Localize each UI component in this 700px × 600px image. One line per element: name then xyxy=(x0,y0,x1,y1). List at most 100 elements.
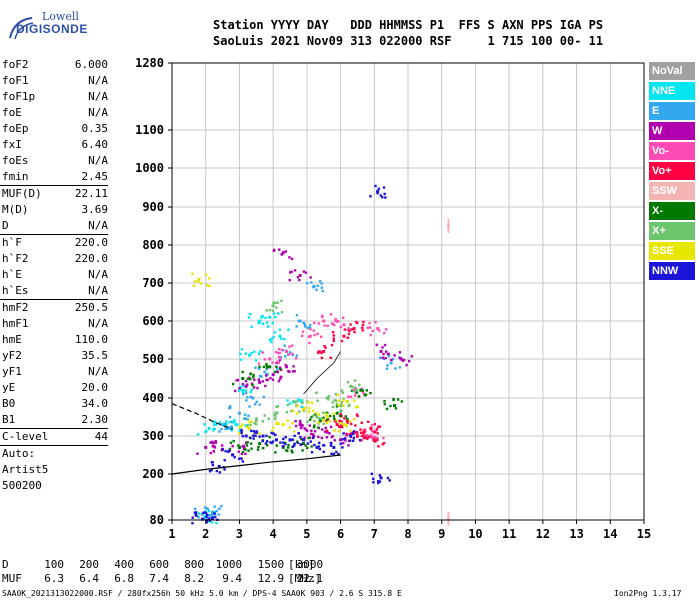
echo-point xyxy=(347,327,350,330)
echo-point xyxy=(324,346,327,349)
echo-point xyxy=(383,399,386,403)
echo-point xyxy=(298,273,302,277)
param-name: D xyxy=(2,219,9,232)
echo-point xyxy=(326,411,329,415)
echo-point xyxy=(276,370,280,374)
echo-point xyxy=(275,444,279,447)
echo-point xyxy=(193,507,197,511)
echo-point xyxy=(334,319,337,323)
param-value: 3.69 xyxy=(81,203,109,216)
echo-point xyxy=(377,425,380,429)
x-tick-label: 3 xyxy=(236,527,243,541)
echo-point xyxy=(253,431,257,434)
echo-point xyxy=(239,352,242,356)
y-tick-label: 300 xyxy=(142,429,164,443)
echo-point xyxy=(315,391,318,395)
echo-point xyxy=(334,392,337,396)
echo-point xyxy=(317,435,320,439)
echo-point xyxy=(196,433,200,436)
echo-point xyxy=(339,413,342,416)
echo-point xyxy=(361,389,365,392)
echo-point xyxy=(361,323,365,327)
echo-point xyxy=(264,374,268,377)
echo-point xyxy=(296,441,300,445)
echo-point xyxy=(218,430,221,433)
echo-point xyxy=(273,331,276,334)
echo-point xyxy=(347,332,351,336)
echo-point xyxy=(348,329,351,333)
param-value: 2.30 xyxy=(81,413,109,426)
echo-point xyxy=(310,429,313,432)
echo-point xyxy=(240,457,243,460)
echo-point xyxy=(345,400,349,404)
echo-point xyxy=(387,355,391,358)
param-value: N/A xyxy=(88,74,108,87)
echo-point xyxy=(284,435,287,439)
echo-point xyxy=(262,446,265,450)
echo-point xyxy=(358,438,362,442)
echo-point xyxy=(287,443,290,447)
echo-point xyxy=(378,480,382,483)
echo-point xyxy=(338,414,342,418)
muf-row-label: MUF xyxy=(2,572,22,585)
echo-point xyxy=(245,383,249,386)
echo-point xyxy=(250,351,253,355)
trace-curve-thin xyxy=(303,351,341,395)
x-tick-label: 11 xyxy=(502,527,516,541)
echo-point xyxy=(232,439,235,443)
echo-point xyxy=(243,446,246,449)
echo-point xyxy=(284,250,287,253)
echo-point xyxy=(340,425,344,429)
param-name: fmin xyxy=(2,170,29,183)
echo-point xyxy=(255,417,258,420)
echo-point xyxy=(223,459,226,462)
echo-point xyxy=(199,282,203,285)
echo-point xyxy=(248,436,252,440)
echo-point xyxy=(322,349,326,353)
echo-point xyxy=(258,365,261,368)
echo-point xyxy=(301,449,304,452)
echo-point xyxy=(313,424,316,427)
y-tick-label: 200 xyxy=(142,467,164,481)
echo-point xyxy=(275,422,278,426)
echo-point xyxy=(345,432,348,436)
param-name: foF1 xyxy=(2,74,29,87)
echo-point xyxy=(386,364,389,367)
echo-point xyxy=(270,431,273,435)
echo-point xyxy=(342,404,345,407)
echo-point xyxy=(233,419,236,422)
param-name: C-level xyxy=(2,430,49,443)
echo-point xyxy=(212,449,215,453)
echo-point xyxy=(281,423,285,427)
echo-point xyxy=(360,421,363,424)
echo-point xyxy=(265,368,268,371)
echo-point xyxy=(342,334,346,338)
echo-point xyxy=(356,431,359,434)
echo-point xyxy=(312,425,316,429)
echo-point xyxy=(252,376,255,379)
echo-point xyxy=(191,516,194,519)
echo-point xyxy=(278,328,282,331)
echo-point xyxy=(251,396,255,400)
param-row: h`F2 220.0 xyxy=(0,251,112,267)
echo-point xyxy=(273,417,277,421)
echo-point xyxy=(291,445,295,448)
echo-point xyxy=(341,316,345,320)
echo-point xyxy=(209,451,212,455)
echo-point xyxy=(247,414,250,417)
echo-point xyxy=(275,405,278,409)
y-tick-label: 1280 xyxy=(135,56,164,70)
echo-point xyxy=(244,384,248,388)
echo-point xyxy=(268,308,272,312)
echo-point xyxy=(333,323,336,327)
polarization-legend: NoVal NNE E W Vo- Vo+ SSW X- X+ SSE NNW xyxy=(649,62,695,282)
echo-point xyxy=(277,355,281,359)
param-name: h`Es xyxy=(2,284,29,297)
echo-point xyxy=(290,344,294,347)
param-value: N/A xyxy=(88,219,108,232)
echo-point xyxy=(327,398,330,401)
muf-cell: 200 xyxy=(79,558,100,571)
echo-point xyxy=(269,441,272,444)
param-row: hmF1 N/A xyxy=(0,316,112,332)
echo-point xyxy=(317,413,321,416)
